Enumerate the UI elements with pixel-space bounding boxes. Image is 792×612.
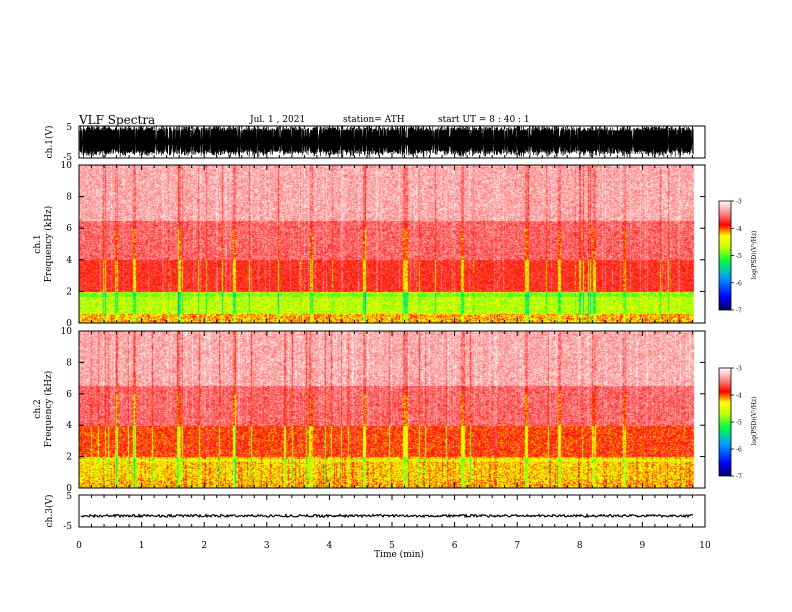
ch1-spectrogram-yticks: 0 2 4 6 8 10 xyxy=(61,161,705,329)
colorbar-tick-label: -4 xyxy=(736,393,742,400)
x-axis-tick-labels: 0 1 2 3 4 5 6 7 8 9 10 xyxy=(76,541,711,551)
ch3-waveform-line xyxy=(80,513,694,519)
x-tick-label: 10 xyxy=(699,541,711,551)
colorbar-tick-label: -3 xyxy=(736,199,742,206)
colorbar-tick-label: -7 xyxy=(736,308,742,315)
ch2-spectrogram-yticks: 0 2 4 6 8 10 xyxy=(61,327,705,494)
y-tick-label: 10 xyxy=(61,327,73,337)
x-tick-label: 8 xyxy=(577,541,583,551)
y-tick-label: 8 xyxy=(66,358,72,368)
ch3-ylabel: ch.3(V) xyxy=(44,495,55,528)
ch2-colorbar: -3 -4 -5 -6 -7 log(PSD)(V²/Hz) xyxy=(718,366,758,481)
station-label: station= ATH xyxy=(343,115,405,125)
ch1-colorbar-ticks: -3 -4 -5 -6 -7 xyxy=(731,199,742,315)
colorbar-tick-label: -4 xyxy=(736,226,742,233)
ch2-spectrogram-image xyxy=(79,331,705,488)
ch2-spec-ylabel-ch: ch.2 xyxy=(33,399,43,418)
ch1-waveform-panel: 5 -5 ch.1(V) xyxy=(44,123,706,163)
y-tick-label: 0 xyxy=(66,319,72,329)
x-axis-ticks xyxy=(78,126,706,527)
ch2-spec-ylabel-freq: Frequency (kHz) xyxy=(43,371,54,448)
colorbar-tick-label: -5 xyxy=(736,420,742,427)
ch3-ytick-neg5: -5 xyxy=(63,522,72,532)
y-tick-label: 4 xyxy=(66,256,72,266)
colorbar-tick-label: -6 xyxy=(736,280,742,287)
ch1-spec-ylabel-ch: ch.1 xyxy=(33,234,43,253)
ch1-spectrogram-panel: 0 2 4 6 8 10 ch.1 Frequency (kHz) xyxy=(33,161,706,329)
ch1-waveform-line xyxy=(79,125,694,158)
ch1-waveform-trace xyxy=(79,125,694,158)
ch1-colorbar-label: log(PSD)(V²/Hz) xyxy=(751,231,758,280)
date-label: Jul. 1 , 2021 xyxy=(250,115,306,125)
y-tick-label: 6 xyxy=(66,224,72,234)
ch3-waveform-panel: 5 -5 ch.3(V) xyxy=(44,492,706,532)
x-tick-label: 3 xyxy=(264,541,270,551)
ch1-ytick-neg5: -5 xyxy=(63,153,72,163)
ch1-ylabel: ch.1(V) xyxy=(44,126,55,159)
x-tick-label: 1 xyxy=(139,541,145,551)
ch2-spectrogram-panel: 0 2 4 6 8 10 ch.2 Frequency (kHz) xyxy=(33,327,706,494)
x-axis-label: Time (min) xyxy=(374,549,424,560)
ch1-ytick-5: 5 xyxy=(66,123,72,133)
ch1-colorbar: -3 -4 -5 -6 -7 log(PSD)(V²/Hz) xyxy=(718,199,758,315)
x-tick-label: 9 xyxy=(640,541,646,551)
y-tick-label: 0 xyxy=(66,484,72,494)
ch3-ytick-5: 5 xyxy=(66,492,72,502)
colorbar-tick-label: -5 xyxy=(736,253,742,260)
ch2-colorbar-ticks: -3 -4 -5 -6 -7 xyxy=(731,366,742,481)
x-tick-label: 6 xyxy=(452,541,458,551)
x-tick-label: 7 xyxy=(514,541,520,551)
colorbar-tick-label: -6 xyxy=(736,447,742,454)
y-tick-label: 2 xyxy=(66,453,72,463)
ch1-spectrogram-image xyxy=(79,165,705,323)
y-tick-label: 2 xyxy=(66,287,72,297)
x-tick-label: 4 xyxy=(327,541,333,551)
ch1-spec-ylabel-freq: Frequency (kHz) xyxy=(43,206,54,283)
x-tick-label: 5 xyxy=(389,541,395,551)
y-tick-label: 8 xyxy=(66,193,72,203)
y-tick-label: 4 xyxy=(66,421,72,431)
x-tick-label: 2 xyxy=(201,541,207,551)
y-tick-label: 6 xyxy=(66,390,72,400)
start-time-label: start UT = 8 : 40 : 1 xyxy=(438,115,530,125)
ch2-colorbar-label: log(PSD)(V²/Hz) xyxy=(751,397,758,446)
colorbar-tick-label: -7 xyxy=(736,474,742,481)
y-tick-label: 10 xyxy=(61,161,73,171)
chart-title: VLF Spectra xyxy=(79,113,156,127)
x-tick-label: 0 xyxy=(76,541,82,551)
colorbar-tick-label: -3 xyxy=(736,366,742,373)
ch3-waveform-trace xyxy=(80,513,694,519)
